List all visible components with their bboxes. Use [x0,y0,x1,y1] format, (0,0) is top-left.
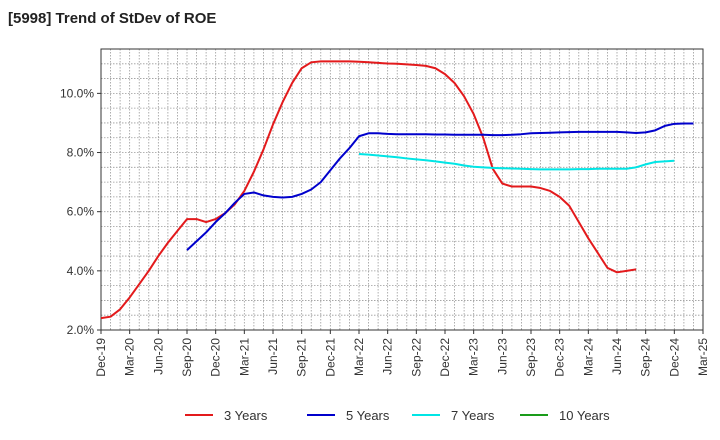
x-tick-label: Mar-25 [696,338,710,376]
series-line-5-years [186,122,694,251]
legend-label: 5 Years [346,408,390,423]
y-tick-label: 8.0% [67,146,95,160]
x-tick-label: Dec-24 [667,338,681,377]
x-tick-label: Mar-22 [352,338,366,376]
legend-label: 10 Years [559,408,610,423]
legend-label: 3 Years [224,408,268,423]
x-tick-label: Sep-22 [409,338,423,377]
y-tick-label: 2.0% [67,323,95,337]
legend-label: 7 Years [451,408,495,423]
x-tick-label: Jun-24 [610,338,624,375]
x-tick-label: Jun-22 [381,338,395,375]
y-tick-label: 4.0% [67,264,95,278]
x-tick-label: Mar-24 [581,338,595,376]
x-tick-label: Dec-23 [553,338,567,377]
y-tick-label: 10.0% [60,86,94,100]
x-tick-label: Dec-21 [323,338,337,377]
series-line-3-years [100,60,637,320]
grid [101,49,703,330]
x-tick-label: Jun-21 [266,338,280,375]
x-tick-label: Dec-20 [209,338,223,377]
x-tick-label: Sep-23 [524,338,538,377]
y-tick-label: 6.0% [67,205,95,219]
legend: 3 Years 5 Years 7 Years 10 Years [185,408,610,423]
x-axis: Dec-19 Mar-20 Jun-20 Sep-20 Dec-20 Mar-21 Jun-… [94,330,710,377]
series-line-7-years [358,153,675,171]
plot-frame [100,48,704,331]
x-tick-label: Mar-20 [123,338,137,376]
x-tick-label: Sep-24 [639,338,653,377]
y-axis: 2.0% 4.0% 6.0% 8.0% 10.0% [60,86,101,337]
series-lines [100,60,694,320]
x-tick-label: Dec-22 [438,338,452,377]
x-tick-label: Jun-23 [495,338,509,375]
x-tick-label: Sep-20 [180,338,194,377]
chart-title: [5998] Trend of StDev of ROE [8,10,217,27]
x-tick-label: Jun-20 [151,338,165,375]
x-tick-label: Mar-21 [237,338,251,376]
x-tick-label: Sep-21 [295,338,309,377]
x-tick-label: Mar-23 [467,338,481,376]
x-tick-label: Dec-19 [94,338,108,377]
